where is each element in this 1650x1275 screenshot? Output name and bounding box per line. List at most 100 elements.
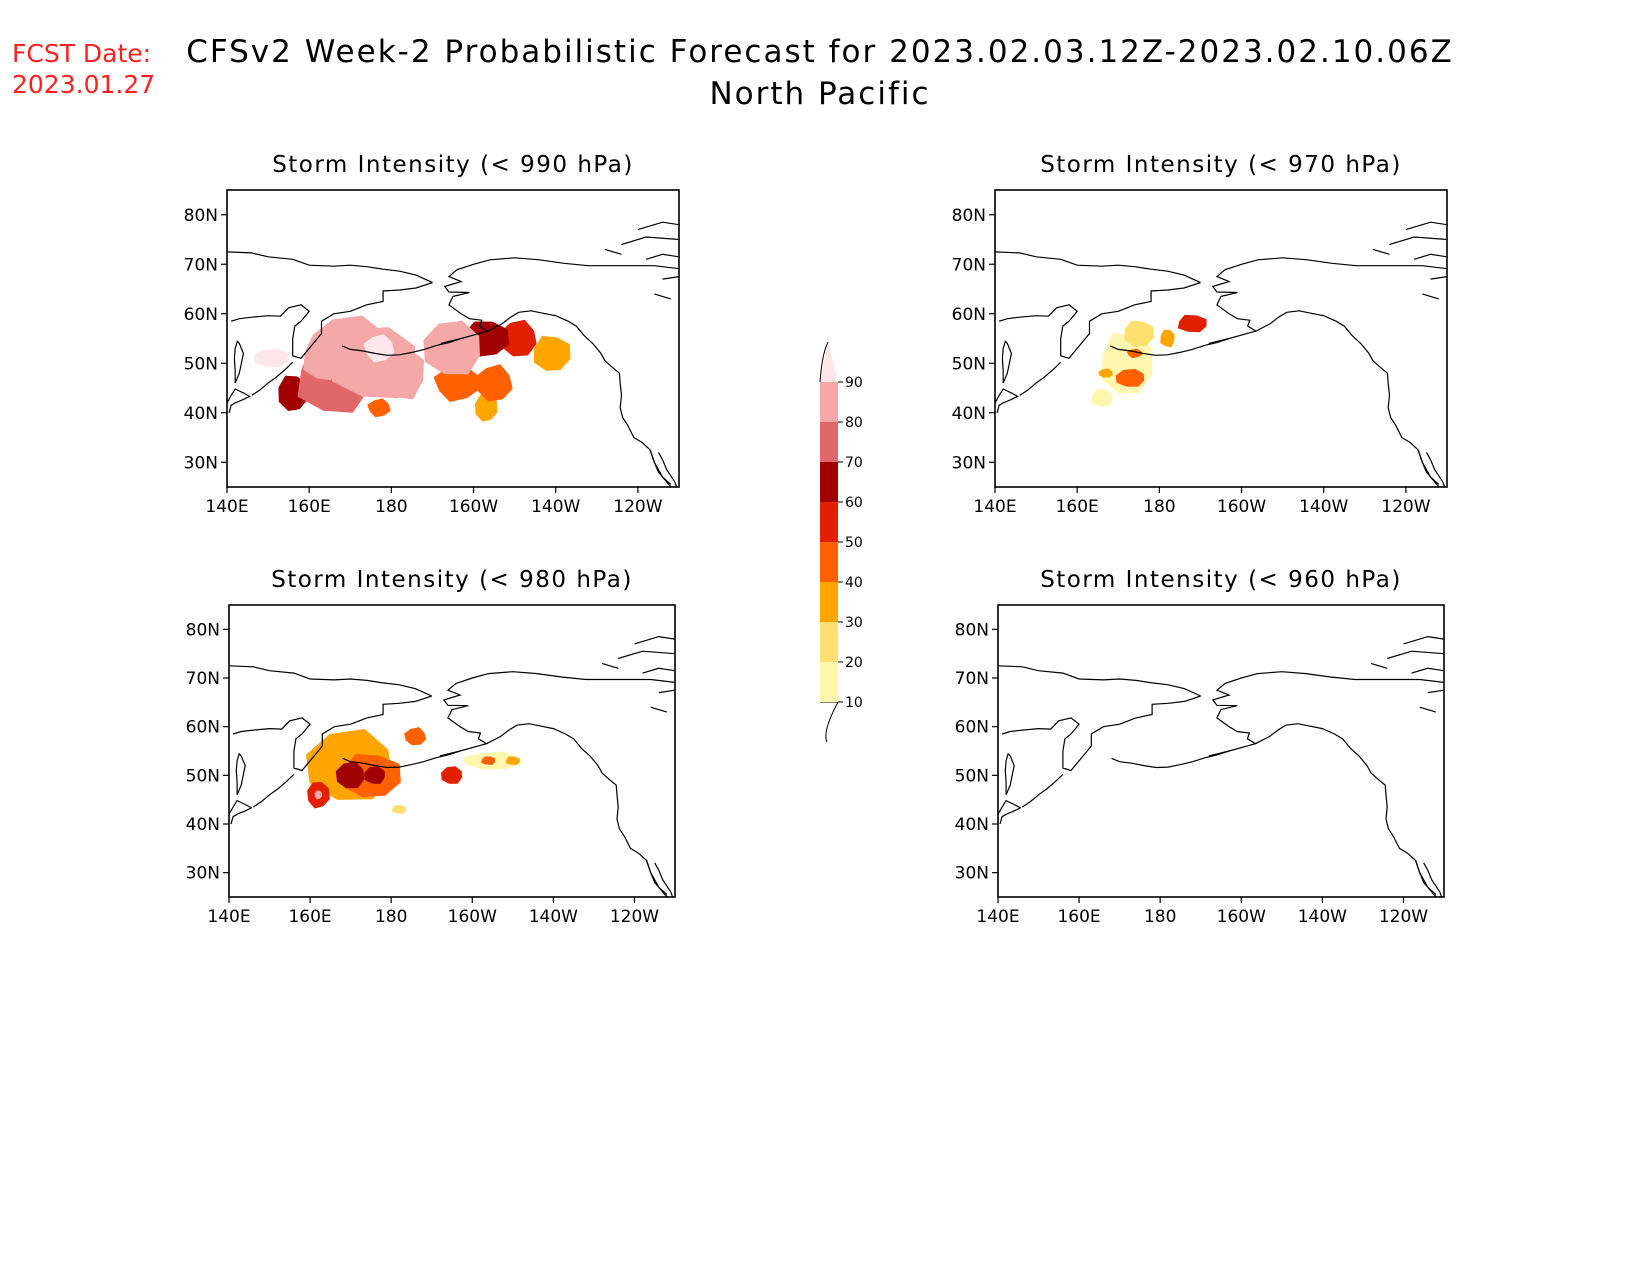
coastline bbox=[232, 695, 432, 772]
lat-tick-label: 70N bbox=[955, 669, 989, 689]
lon-tick-label: 140E bbox=[205, 497, 248, 517]
coastlines bbox=[998, 635, 1444, 897]
coastline bbox=[235, 752, 246, 796]
lon-tick-label: 140E bbox=[973, 497, 1016, 517]
coastline bbox=[341, 337, 462, 356]
coastlines bbox=[995, 221, 1447, 487]
probability-shading bbox=[306, 727, 522, 814]
lon-tick-label: 120W bbox=[1379, 907, 1428, 927]
coastline bbox=[1387, 650, 1444, 660]
probability-contour bbox=[505, 756, 520, 765]
probability-contour bbox=[1098, 368, 1114, 378]
colorbar: 10 20 30 40 50 60 70 80 90 bbox=[819, 341, 863, 743]
lon-tick-label: 140W bbox=[1299, 497, 1348, 517]
coastline bbox=[1411, 667, 1444, 674]
coastline bbox=[642, 667, 675, 674]
lon-tick-label: 180 bbox=[375, 497, 407, 517]
map-panel: Storm Intensity (< 970 hPa) 140E 160E 180 16… bbox=[952, 152, 1448, 517]
probability-contour bbox=[499, 319, 537, 357]
panel-title: Storm Intensity (< 980 hPa) bbox=[271, 567, 633, 593]
lat-tick-label: 50N bbox=[184, 354, 218, 374]
coastline bbox=[233, 340, 245, 384]
colorbar-upper-cap bbox=[820, 342, 838, 382]
lat-tick-label: 30N bbox=[955, 864, 989, 884]
probability-contour bbox=[1160, 329, 1175, 348]
probability-contour bbox=[374, 347, 424, 400]
region-subtitle: North Pacific bbox=[709, 76, 930, 112]
coastline bbox=[342, 750, 461, 769]
lon-tick-label: 160W bbox=[448, 907, 497, 927]
lat-tick-label: 60N bbox=[186, 718, 220, 738]
probability-contour bbox=[335, 761, 365, 789]
probability-contour bbox=[1124, 320, 1154, 347]
main-title: CFSv2 Week-2 Probabilistic Forecast for … bbox=[186, 34, 1454, 70]
lat-tick-label: 70N bbox=[184, 255, 218, 275]
panel-title: Storm Intensity (< 960 hPa) bbox=[1040, 567, 1402, 593]
colorbar-segment bbox=[820, 382, 838, 422]
probability-contour bbox=[441, 766, 462, 784]
map-panels: Storm Intensity (< 990 hPa) 140E 160E 180 16… bbox=[184, 152, 1448, 927]
coastline bbox=[645, 253, 679, 260]
coastline bbox=[1422, 293, 1439, 300]
coastline bbox=[1419, 706, 1437, 713]
coastline bbox=[1403, 635, 1444, 645]
coastline bbox=[1415, 860, 1443, 897]
coastline bbox=[634, 635, 675, 645]
probability-contour bbox=[1090, 389, 1113, 407]
lon-tick-label: 160E bbox=[288, 907, 331, 927]
colorbar-label: 90 bbox=[845, 375, 863, 391]
lat-tick-label: 60N bbox=[955, 718, 989, 738]
colorbar-segment bbox=[820, 422, 838, 462]
coastline bbox=[1109, 337, 1230, 356]
coastline bbox=[230, 282, 433, 359]
coastline bbox=[649, 449, 678, 487]
coastline bbox=[229, 665, 432, 697]
lat-tick-label: 80N bbox=[952, 206, 986, 226]
map-frame bbox=[228, 604, 676, 898]
lon-tick-label: 160W bbox=[1217, 497, 1266, 517]
coastline bbox=[227, 388, 251, 413]
colorbar-segment bbox=[820, 462, 838, 502]
lon-tick-label: 120W bbox=[613, 497, 662, 517]
coastline bbox=[621, 236, 679, 246]
colorbar-label: 40 bbox=[845, 575, 863, 591]
colorbar-lower-cap bbox=[820, 701, 839, 743]
probability-shading bbox=[253, 315, 571, 422]
probability-contour bbox=[392, 805, 407, 814]
lon-tick-label: 160E bbox=[1057, 907, 1100, 927]
coastline bbox=[1208, 671, 1444, 757]
probability-contour bbox=[364, 766, 385, 784]
probability-contour bbox=[1177, 314, 1207, 333]
panel-title: Storm Intensity (< 990 hPa) bbox=[272, 152, 634, 178]
coastline bbox=[662, 276, 679, 280]
coastline bbox=[440, 257, 679, 344]
coastline bbox=[604, 248, 622, 255]
map-frame bbox=[994, 189, 1448, 488]
fcst-date-label: FCST Date: bbox=[12, 39, 151, 68]
colorbar-label: 70 bbox=[845, 455, 863, 471]
map-frame bbox=[226, 189, 680, 488]
coastline bbox=[1004, 752, 1015, 796]
lat-tick-label: 60N bbox=[952, 305, 986, 325]
coastline bbox=[1430, 276, 1447, 280]
map-panel: Storm Intensity (< 980 hPa) 140E 160E 180 16… bbox=[186, 567, 676, 927]
lon-tick-label: 140W bbox=[1298, 907, 1347, 927]
coastline bbox=[487, 310, 672, 485]
coastline bbox=[998, 665, 1201, 697]
lat-tick-label: 30N bbox=[952, 453, 986, 473]
probability-contour bbox=[314, 790, 323, 800]
lat-tick-label: 70N bbox=[186, 669, 220, 689]
probability-contour bbox=[1115, 368, 1145, 387]
lon-tick-label: 120W bbox=[1381, 497, 1430, 517]
lat-tick-label: 30N bbox=[184, 453, 218, 473]
coastlines bbox=[229, 635, 675, 897]
coastline bbox=[995, 251, 1201, 284]
coastline bbox=[1255, 723, 1437, 896]
coastline bbox=[650, 706, 668, 713]
lat-tick-label: 70N bbox=[952, 255, 986, 275]
probability-contour bbox=[474, 395, 498, 422]
lon-tick-label: 140E bbox=[976, 907, 1019, 927]
coastline bbox=[1001, 695, 1201, 772]
probability-contour bbox=[481, 756, 496, 765]
probability-contour bbox=[474, 364, 513, 402]
